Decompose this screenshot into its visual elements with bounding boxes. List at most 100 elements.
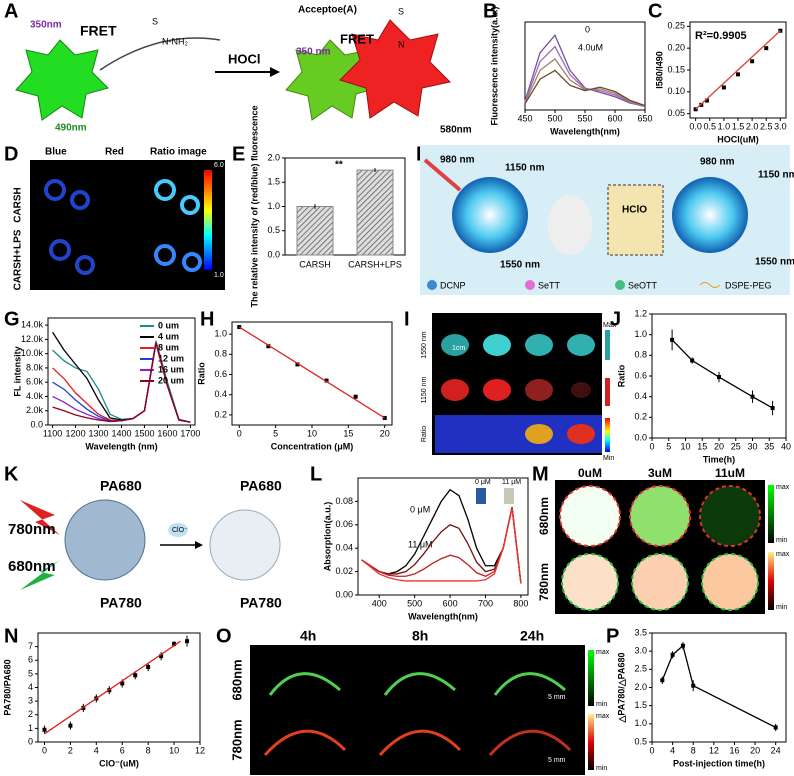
label: min	[596, 701, 607, 708]
x-tick-label: 1300	[89, 428, 109, 438]
x-tick-label: 0	[649, 441, 654, 451]
series-line	[52, 342, 191, 423]
y-tick-label: 3.5	[634, 627, 647, 637]
panel-letter: C	[648, 0, 662, 22]
label: 24h	[520, 628, 544, 644]
marker	[773, 725, 778, 730]
y-tick-label: 6	[28, 655, 33, 665]
y-tick-label: 14.0k	[21, 320, 44, 330]
x-tick-label: 25	[731, 441, 741, 451]
x-axis-label: Concentration (μM)	[271, 441, 354, 451]
annotation: 11 μM	[502, 479, 521, 486]
label: min	[596, 765, 607, 772]
x-tick-label: 1400	[111, 428, 131, 438]
x-tick-label: 1.5	[732, 121, 745, 131]
label: CARSH+LPS	[13, 229, 24, 290]
chart: Fluorescence intensity(a.u.) Wavelength(n…	[489, 6, 652, 136]
x-tick-label: 800	[513, 598, 528, 608]
series-line	[661, 644, 776, 729]
y-tick-label: 1.0	[267, 201, 280, 211]
plot-frame	[651, 632, 787, 743]
y-axis-label: FL intensity	[12, 346, 22, 396]
y-tick-label: 1.0	[214, 328, 227, 338]
label: max	[596, 713, 610, 720]
x-tick-label: 12	[195, 745, 205, 755]
marker	[133, 673, 138, 678]
marker	[353, 394, 358, 399]
legend-label: DCNP	[440, 280, 466, 290]
y-axis-label: Ratio	[196, 362, 206, 385]
y-tick-label: 0.0	[267, 249, 280, 259]
label: FRET	[340, 31, 374, 46]
panel-letter: E	[232, 143, 245, 165]
label: 8h	[412, 628, 428, 644]
marker	[68, 723, 73, 728]
marker	[750, 59, 755, 64]
plot-frame	[37, 632, 201, 743]
series-line	[44, 640, 181, 735]
marker	[670, 337, 675, 342]
chart: 0.05 0.10 0.15 0.20 0.25 I580/I490 HOCl(uM) 0.0…	[654, 21, 786, 145]
marker	[704, 98, 709, 103]
label: 4h	[300, 628, 316, 644]
label: 680nm	[537, 497, 551, 535]
x-axis-label: Post-injection time(h)	[673, 758, 765, 768]
marker	[295, 362, 300, 367]
y-tick-label: 2.5	[634, 664, 647, 674]
y-tick-label: 5	[28, 668, 33, 678]
x-tick-label: 6	[120, 745, 125, 755]
label: Max	[603, 322, 617, 329]
y-tick-label: 2	[28, 709, 33, 719]
label: FRET	[80, 23, 117, 39]
x-tick-label: 0	[237, 428, 242, 438]
y-tick-label: 0.2	[214, 409, 227, 419]
label: PA780	[240, 595, 282, 611]
y-tick-label: 0.00	[335, 589, 353, 599]
y-tick-label: 1	[28, 723, 33, 733]
label: 680nm	[8, 558, 56, 575]
y-tick-label: 3.0	[634, 646, 647, 656]
y-tick-label: 0.08	[335, 496, 353, 506]
label: min	[776, 537, 787, 544]
x-tick-label: 10	[680, 441, 690, 451]
x-axis-label: Wavelength(nm)	[408, 611, 478, 621]
label: 30 h	[529, 313, 545, 322]
marker	[185, 639, 190, 644]
marker	[680, 643, 685, 648]
x-axis-label: Wavelength (nm)	[85, 441, 157, 451]
y-tick-label: 12.0k	[21, 334, 44, 344]
x-axis-label: HOCl(uM)	[717, 134, 759, 144]
plot-frame	[524, 21, 646, 111]
y-tick-label: 0.04	[335, 543, 353, 553]
inset-swatch	[504, 488, 514, 504]
marker	[690, 358, 695, 363]
x-axis-label: Wavelength(nm)	[550, 126, 620, 136]
marker	[266, 344, 271, 349]
y-tick-label: 0.2	[634, 412, 647, 422]
label: 1550 nm	[500, 260, 540, 271]
legend-label: 4 um	[158, 331, 179, 341]
marker	[324, 378, 329, 383]
series-line	[361, 507, 522, 584]
label: Ratio	[421, 426, 428, 442]
panel-letter: J	[610, 308, 621, 330]
marker	[721, 85, 726, 90]
y-axis-label: Ratio	[616, 364, 626, 387]
y-tick-label: 0.05	[667, 108, 685, 118]
marker	[750, 394, 755, 399]
panel-letter: L	[310, 463, 322, 485]
x-tick-label: 5	[273, 428, 278, 438]
x-tick-label: 600	[443, 598, 458, 608]
annotation: **	[335, 160, 343, 171]
panel-o-images: 4h 8h 24h 780nm 680nm max min max min 5 …	[229, 628, 610, 775]
label: 780nm	[537, 563, 551, 601]
x-tick-label: 700	[478, 598, 493, 608]
label: S	[152, 16, 158, 26]
x-tick-label: 20	[750, 745, 760, 755]
x-tick-label: CARSH+LPS	[348, 259, 402, 269]
y-tick-label: 0.8	[634, 350, 647, 360]
panel-letter: N	[4, 625, 18, 647]
panel-m-images: 0uM 3uM 11uM 680nm 780nm max min max min	[537, 466, 790, 614]
x-tick-label: 5	[666, 441, 671, 451]
label: ClO⁻	[172, 527, 188, 534]
